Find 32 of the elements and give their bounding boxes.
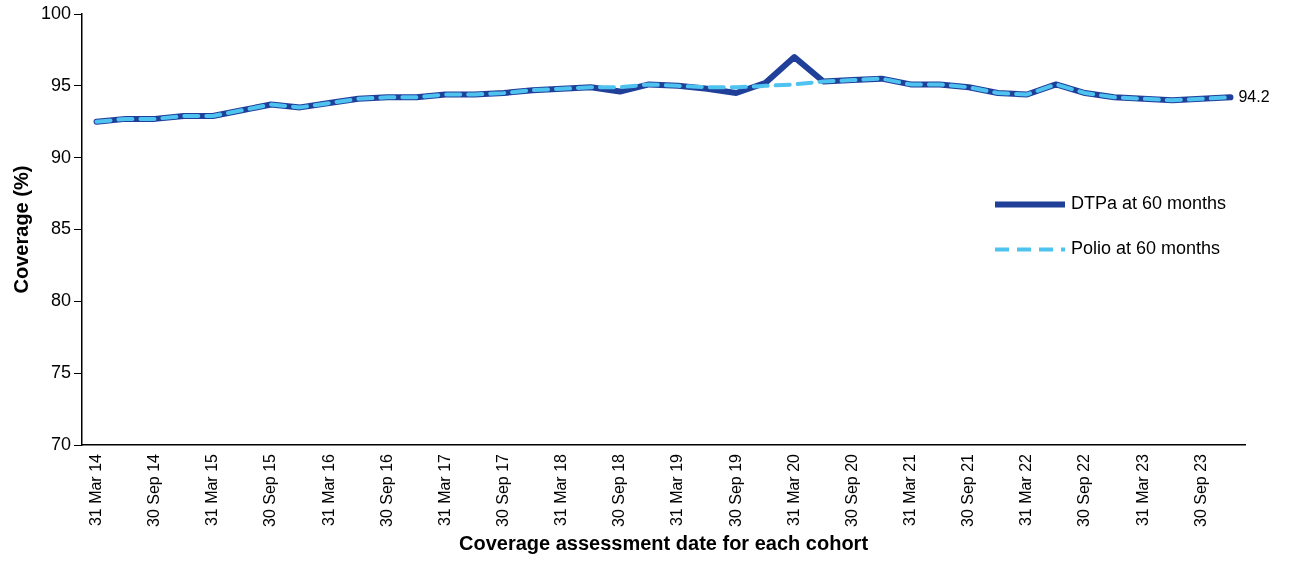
y-axis-title: Coverage (%) (9, 165, 32, 294)
x-tick-label: 31 Mar 23 (1133, 453, 1151, 527)
legend-label: DTPa at 60 months (1071, 193, 1227, 214)
y-tick-label: 85 (51, 218, 72, 239)
y-tick-label: 95 (51, 74, 72, 95)
x-tick-label: 31 Mar 18 (552, 453, 570, 527)
x-tick-label: 31 Mar 20 (784, 453, 802, 527)
x-tick-label: 31 Mar 21 (901, 453, 919, 527)
x-tick-label: 30 Sep 18 (610, 453, 628, 527)
x-tick-label: 31 Mar 22 (1017, 453, 1035, 527)
x-tick-label: 30 Sep 16 (377, 453, 395, 527)
x-tick-label: 30 Sep 19 (726, 453, 744, 527)
y-tick-label: 70 (51, 434, 72, 455)
x-tick-label: 30 Sep 14 (145, 453, 163, 527)
y-tick-label: 80 (51, 290, 72, 311)
x-tick-label: 31 Mar 14 (86, 453, 104, 527)
x-tick-label: 30 Sep 21 (959, 453, 977, 527)
y-tick-label: 75 (51, 362, 72, 383)
x-tick-label: 30 Sep 22 (1075, 453, 1093, 527)
x-tick-label: 30 Sep 17 (494, 453, 512, 527)
x-tick-label: 31 Mar 19 (668, 453, 686, 527)
x-tick-label: 31 Mar 16 (319, 453, 337, 527)
x-axis-title: Coverage assessment date for each cohort (458, 531, 869, 554)
x-tick-label: 30 Sep 20 (842, 453, 860, 527)
y-tick-label: 90 (51, 146, 72, 167)
x-tick-label: 31 Mar 15 (203, 453, 221, 527)
x-tick-label: 30 Sep 15 (261, 453, 279, 527)
data-label: 94.2 (1238, 87, 1270, 105)
x-tick-label: 31 Mar 17 (435, 453, 453, 527)
y-tick-label: 100 (40, 2, 72, 23)
legend-label: Polio at 60 months (1071, 238, 1221, 259)
x-tick-label: 30 Sep 23 (1191, 453, 1209, 527)
